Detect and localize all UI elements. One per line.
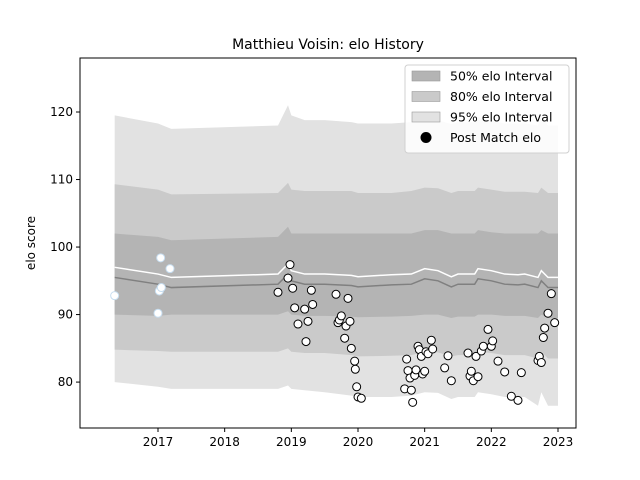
data-point — [493, 356, 503, 366]
legend-swatch — [411, 91, 441, 102]
data-point — [466, 366, 476, 376]
data-point — [352, 382, 362, 392]
data-point — [446, 376, 456, 386]
data-point — [408, 397, 418, 407]
legend-label: 50% elo Interval — [450, 69, 552, 84]
data-point — [288, 283, 298, 293]
data-point — [156, 253, 166, 263]
y-tick-label: 120 — [50, 105, 73, 119]
data-point — [471, 351, 481, 361]
data-point — [308, 299, 318, 309]
data-point — [543, 308, 553, 318]
y-axis-label: elo score — [24, 216, 38, 270]
legend-marker — [420, 132, 432, 143]
data-point — [153, 308, 163, 318]
data-point — [156, 283, 166, 293]
data-point — [463, 348, 473, 358]
y-tick-label: 80 — [58, 375, 73, 389]
data-point — [440, 363, 450, 373]
data-point — [488, 336, 498, 346]
data-point — [513, 395, 523, 405]
data-point — [293, 319, 303, 329]
data-point — [426, 335, 436, 345]
data-point — [165, 264, 175, 274]
data-point — [290, 303, 300, 313]
data-point — [506, 391, 516, 401]
x-axis: 2017 2018 2019 2020 2021 2022 2023 — [143, 428, 574, 449]
data-point — [443, 351, 453, 361]
data-point — [273, 287, 283, 297]
data-point — [346, 343, 356, 353]
data-point — [303, 316, 313, 326]
data-point — [478, 341, 488, 351]
legend-swatch — [411, 70, 441, 82]
x-tick-label: 2023 — [543, 435, 574, 449]
chart-title: Matthieu Voisin: elo History — [232, 37, 424, 53]
post-match-points — [110, 253, 560, 407]
plot-area — [110, 105, 560, 407]
data-point — [428, 344, 438, 354]
data-point — [538, 333, 548, 343]
data-point — [536, 358, 546, 368]
legend-label: Post Match elo — [450, 130, 541, 145]
data-point — [402, 354, 412, 364]
legend-swatch — [411, 111, 441, 123]
data-point — [516, 368, 526, 378]
data-point — [331, 289, 341, 299]
x-tick-label: 2021 — [409, 435, 440, 449]
legend-label: 80% elo Interval — [450, 89, 552, 104]
y-tick-label: 90 — [58, 308, 73, 322]
legend-label: 95% elo Interval — [450, 110, 552, 125]
data-point — [406, 385, 416, 395]
data-point — [300, 304, 310, 314]
x-tick-label: 2022 — [476, 435, 507, 449]
data-point — [306, 285, 316, 295]
data-point — [350, 356, 360, 366]
data-point — [473, 372, 483, 382]
data-point — [285, 260, 295, 270]
data-point — [500, 367, 510, 377]
x-tick-label: 2017 — [143, 435, 174, 449]
data-point — [350, 364, 360, 374]
data-point — [340, 333, 350, 343]
data-point — [540, 323, 550, 333]
x-tick-label: 2018 — [209, 435, 240, 449]
data-point — [550, 318, 560, 328]
data-point — [343, 293, 353, 303]
data-point — [356, 393, 366, 403]
band-50-interval — [114, 226, 559, 318]
data-point — [283, 273, 293, 283]
data-point — [411, 365, 421, 375]
data-point — [483, 324, 493, 334]
x-tick-label: 2020 — [343, 435, 374, 449]
data-point — [110, 291, 120, 301]
data-point — [546, 289, 556, 299]
data-point — [420, 366, 430, 376]
y-tick-label: 110 — [50, 173, 73, 187]
data-point — [336, 311, 346, 321]
data-point — [345, 316, 355, 326]
y-axis: 80 90 100 110 120 — [50, 105, 80, 389]
plot-frame — [79, 57, 577, 429]
legend: 50% elo Interval 80% elo Interval 95% elo … — [404, 64, 570, 154]
interval-bands — [114, 105, 559, 406]
x-tick-label: 2019 — [276, 435, 307, 449]
y-tick-label: 100 — [50, 240, 73, 254]
data-point — [301, 337, 311, 347]
legend-box — [404, 64, 570, 154]
